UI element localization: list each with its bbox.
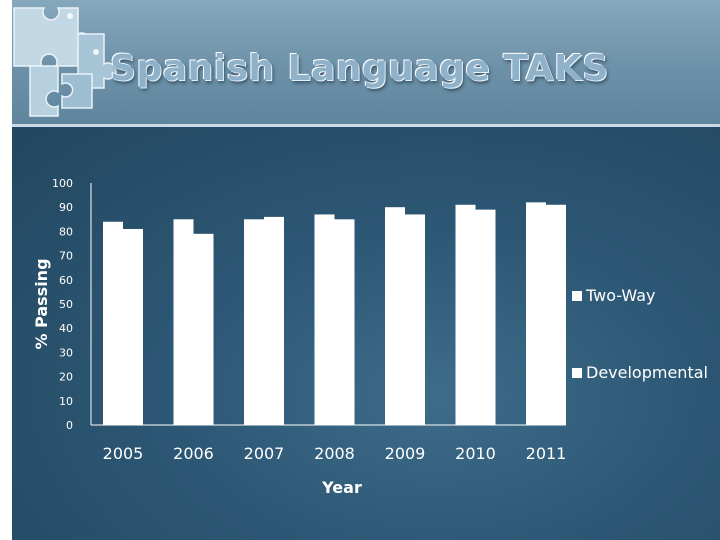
bar-developmental-2006 bbox=[193, 233, 214, 425]
y-tick-label: 20 bbox=[59, 371, 73, 384]
puzzle-logo-icon bbox=[13, 7, 117, 117]
bar-two-way-2008 bbox=[314, 214, 335, 425]
y-axis-title: % Passing bbox=[32, 258, 51, 349]
bar-two-way-2007 bbox=[244, 219, 264, 425]
bar-two-way-2010 bbox=[455, 204, 476, 425]
bar-two-way-2009 bbox=[385, 207, 405, 425]
bar-developmental-2009 bbox=[405, 214, 425, 425]
bar-developmental-2007 bbox=[264, 216, 284, 425]
bar-developmental-2005 bbox=[123, 228, 143, 425]
slide-title: Spanish Language TAKS bbox=[110, 48, 609, 89]
y-tick-label: 80 bbox=[59, 225, 73, 238]
y-tick-label: 50 bbox=[59, 298, 73, 311]
legend-swatch bbox=[572, 368, 582, 378]
x-axis-title: Year bbox=[321, 478, 362, 497]
legend-label: Two-Way bbox=[585, 286, 656, 305]
legend-swatch bbox=[572, 291, 582, 301]
header-divider bbox=[12, 124, 720, 127]
x-tick-label: 2011 bbox=[526, 444, 567, 463]
bar-two-way-2011 bbox=[526, 202, 546, 425]
left-margin-strip bbox=[0, 0, 12, 540]
y-tick-label: 10 bbox=[59, 395, 73, 408]
y-tick-label: 0 bbox=[66, 419, 73, 432]
bar-two-way-2006 bbox=[173, 219, 194, 425]
bar-developmental-2011 bbox=[546, 204, 566, 425]
x-tick-label: 2005 bbox=[103, 444, 144, 463]
x-tick-label: 2006 bbox=[173, 444, 214, 463]
legend: Two-Way Developmental bbox=[572, 286, 708, 382]
y-tick-label: 100 bbox=[52, 177, 73, 190]
y-tick-label: 90 bbox=[59, 201, 73, 214]
x-tick-label: 2007 bbox=[244, 444, 285, 463]
bar-developmental-2010 bbox=[475, 209, 496, 425]
bar-two-way-2005 bbox=[103, 221, 123, 425]
bar-developmental-2008 bbox=[334, 219, 355, 425]
y-tick-label: 30 bbox=[59, 346, 73, 359]
bars bbox=[103, 202, 566, 425]
y-tick-label: 60 bbox=[59, 274, 73, 287]
header-band bbox=[12, 0, 720, 124]
x-tick-label: 2009 bbox=[385, 444, 426, 463]
x-tick-label: 2008 bbox=[314, 444, 355, 463]
y-tick-label: 40 bbox=[59, 322, 73, 335]
x-tick-label: 2010 bbox=[455, 444, 496, 463]
y-tick-label: 70 bbox=[59, 250, 73, 263]
legend-label: Developmental bbox=[586, 363, 708, 382]
x-tick-labels: 2005 2006 2007 2008 2009 2010 2011 bbox=[103, 444, 567, 463]
